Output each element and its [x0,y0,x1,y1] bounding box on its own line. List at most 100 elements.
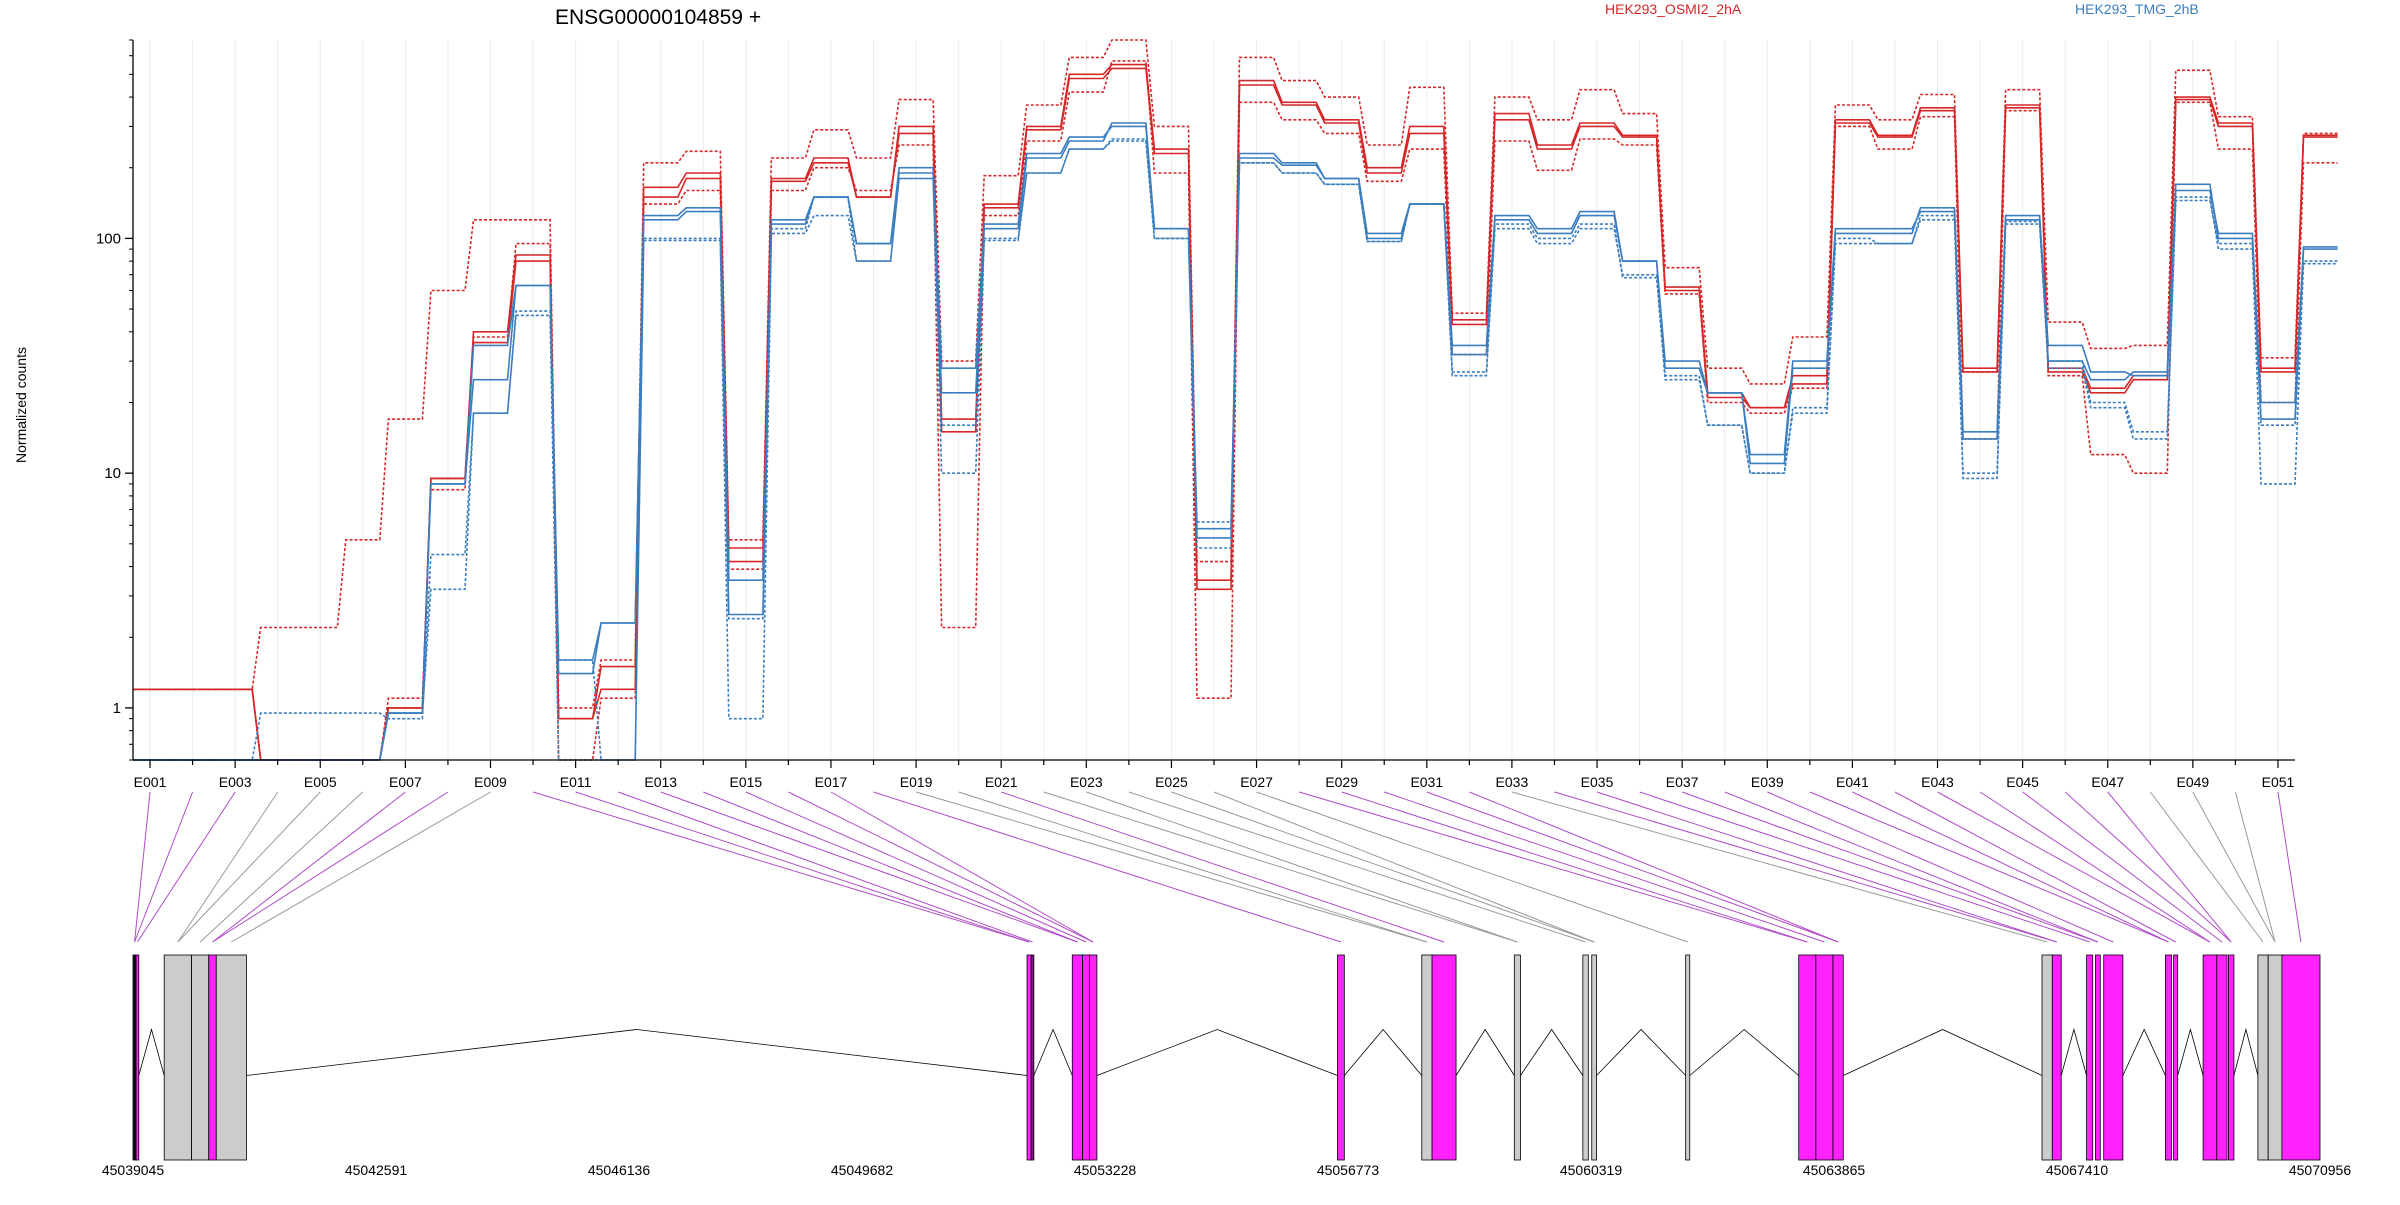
connector-E047 [2107,791,2232,943]
connector-E042 [1894,791,2176,943]
exon-32 [2257,954,2269,1161]
connector-E046 [2064,791,2232,943]
connector-E012 [618,791,1033,943]
exon-30 [2216,954,2228,1161]
connector-E015 [745,791,1087,943]
intron-2 [138,1027,165,1076]
exon-24 [2086,954,2094,1161]
x-tick-label-E031: E031 [1410,774,1443,790]
exon-33 [2267,954,2283,1161]
intron-14 [1455,1028,1515,1076]
series-line-3 [133,39,2338,709]
x-tick-label-E041: E041 [1836,774,1869,790]
connector-E039 [1767,791,2114,943]
x-tick-label-E047: E047 [2091,774,2124,790]
exon-27 [2164,954,2172,1161]
x-tick-label-E015: E015 [729,774,762,790]
series-lines [133,39,2338,761]
x-tick-label-E027: E027 [1240,774,1273,790]
genomic-tick-label-45070956: 45070956 [2289,1162,2352,1178]
genomic-tick-label-45053228: 45053228 [1074,1162,1137,1178]
intron-12 [1344,1028,1423,1076]
y-tick-label-10: 10 [104,465,121,482]
connector-E023 [1086,791,1518,943]
connector-E014 [703,791,1078,943]
axes: 1 10 100 E001 E003 E005 E007 E009 E011 E013 E015 E0… [96,39,2295,790]
x-tick-label-E039: E039 [1751,774,1784,790]
connector-E036 [1639,791,2090,943]
connector-E006 [199,791,364,943]
x-tick-label-E045: E045 [2006,774,2039,790]
connector-E030 [1384,791,1825,943]
exon-13 [1421,954,1433,1161]
connector-E020 [958,791,1428,943]
exon-34 [2281,954,2321,1161]
connector-E028 [1298,791,1808,943]
exon-12 [1337,954,1345,1161]
series-line-1 [133,67,2338,761]
y-tick-label-100: 100 [96,230,121,247]
chart-title: ENSG00000104859 + [555,6,761,29]
connector-E045 [2022,791,2223,943]
x-tick-label-E023: E023 [1070,774,1103,790]
connector-E049 [2192,791,2276,943]
x-tick-label-E049: E049 [2177,774,2210,790]
connector-E050 [2234,791,2276,943]
legend-osmi2: HEK293_OSMI2_2hA [1605,1,1742,17]
x-tick-label-E001: E001 [134,774,167,790]
intron-6 [246,1029,1028,1076]
connector-E029 [1341,791,1808,943]
x-tick-label-E005: E005 [304,774,337,790]
genomic-tick-label-45039045: 45039045 [102,1162,165,1178]
x-tick-label-E035: E035 [1581,774,1614,790]
genomic-tick-label-45067410: 45067410 [2046,1162,2109,1178]
exon-14 [1431,954,1457,1161]
exon-4 [191,954,210,1161]
x-tick-label-E009: E009 [474,774,507,790]
connector-E019 [915,791,1428,943]
exon-17 [1591,954,1597,1161]
x-tick-label-E029: E029 [1325,774,1358,790]
connector-E024 [1128,791,1586,943]
connector-E008 [212,791,449,943]
exon-11 [1088,954,1098,1161]
connector-E001 [134,791,151,943]
x-gridlines [149,40,2279,760]
intron-15 [1520,1028,1584,1076]
connector-E016 [788,791,1094,943]
x-tick-label-E037: E037 [1666,774,1699,790]
series-line-6 [133,125,2338,761]
connector-E018 [873,791,1342,943]
connector-E044 [1979,791,2211,943]
exon-19 [1798,954,1817,1161]
genomic-tick-label-45063865: 45063865 [1803,1162,1866,1178]
y-tick-label-1: 1 [113,700,121,717]
exon-29 [2202,954,2218,1161]
connector-E005 [177,791,321,943]
connector-E048 [2149,791,2264,943]
connector-E041 [1852,791,2169,943]
exon-1 [132,954,137,1161]
connector-E038 [1724,791,2099,943]
legend-tmg: HEK293_TMG_2hB [2075,1,2199,17]
exon-16 [1582,954,1589,1161]
connector-E051 [2277,791,2302,943]
exon-22 [2041,954,2053,1161]
genomic-tick-label-45056773: 45056773 [1317,1162,1380,1178]
connector-E011 [575,791,1030,943]
x-tick-label-E025: E025 [1155,774,1188,790]
connector-E040 [1809,791,2169,943]
exon-25 [2095,954,2101,1161]
exon-18 [1685,954,1691,1161]
exon-7 [1026,954,1032,1161]
intron-28 [2177,1027,2204,1076]
intron-17 [1596,1028,1686,1076]
x-tick-label-E043: E043 [1921,774,1954,790]
intron-31 [2233,1027,2259,1076]
x-tick-label-E017: E017 [815,774,848,790]
genomic-tick-label-45049682: 45049682 [831,1162,894,1178]
series-line-4 [133,60,2338,761]
connector-E032 [1469,791,1839,943]
